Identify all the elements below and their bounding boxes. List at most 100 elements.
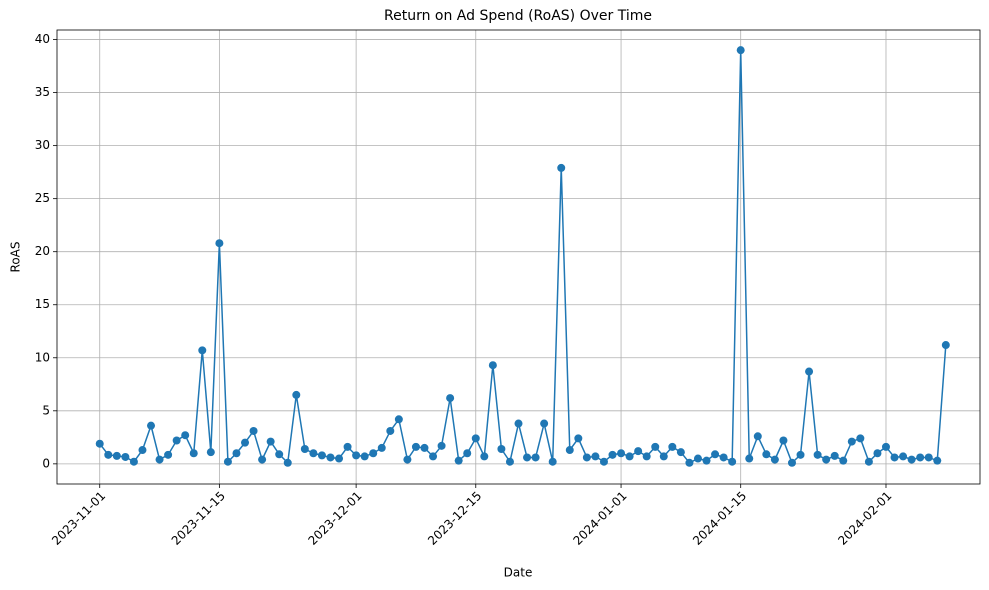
data-point (651, 442, 660, 451)
data-point (719, 453, 728, 462)
data-point (668, 442, 677, 451)
data-point (497, 444, 506, 453)
data-point (548, 457, 557, 466)
data-point (625, 452, 634, 461)
data-point (540, 419, 549, 428)
data-point (856, 434, 865, 443)
data-point (796, 450, 805, 459)
data-point (352, 451, 361, 460)
data-point (582, 453, 591, 462)
data-point (377, 443, 386, 452)
data-point (881, 442, 890, 451)
y-tick-label: 20 (35, 244, 50, 258)
data-point (941, 341, 950, 350)
data-point (411, 442, 420, 451)
data-point (121, 452, 130, 461)
data-point (258, 455, 267, 464)
data-point (403, 455, 412, 464)
x-tick-label: 2024-01-01 (570, 489, 629, 548)
plot-frame (56, 29, 981, 485)
data-point (676, 448, 685, 457)
data-point (147, 421, 156, 430)
x-tick-label: 2023-12-01 (305, 489, 364, 548)
data-point (591, 452, 600, 461)
data-point (215, 239, 224, 248)
data-point (420, 443, 429, 452)
data-point (839, 456, 848, 465)
y-tick-label: 40 (35, 32, 50, 46)
y-tick-label: 35 (35, 85, 50, 99)
data-point (599, 457, 608, 466)
data-point (813, 450, 822, 459)
data-point (172, 436, 181, 445)
x-tick-label: 2023-11-15 (169, 489, 228, 548)
y-tick-label: 15 (35, 297, 50, 311)
y-tick-label: 25 (35, 191, 50, 205)
data-point (531, 453, 540, 462)
data-point (523, 453, 532, 462)
data-line (99, 50, 947, 465)
data-point (249, 426, 258, 435)
data-point (129, 457, 138, 466)
data-point (275, 450, 284, 459)
data-point (112, 451, 121, 460)
data-point (309, 449, 318, 458)
data-point (608, 450, 617, 459)
data-point (480, 452, 489, 461)
data-point (292, 390, 301, 399)
data-point (360, 452, 369, 461)
data-point (241, 438, 250, 447)
data-point (890, 453, 899, 462)
data-point (155, 455, 164, 464)
data-point (753, 432, 762, 441)
x-tick-label: 2024-01-15 (690, 489, 749, 548)
data-point (693, 454, 702, 463)
x-tick-label: 2023-12-15 (425, 489, 484, 548)
data-point (728, 457, 737, 466)
x-tick-label: 2023-11-01 (49, 489, 108, 548)
y-axis-label: RoAS (9, 242, 23, 273)
data-point (864, 457, 873, 466)
data-point (745, 454, 754, 463)
data-point (429, 452, 438, 461)
data-point (847, 437, 856, 446)
data-point (437, 441, 446, 450)
data-point (659, 452, 668, 461)
data-point (505, 457, 514, 466)
data-point (830, 451, 839, 460)
data-point (770, 455, 779, 464)
data-point (488, 361, 497, 370)
data-point (283, 458, 292, 467)
data-point (557, 163, 566, 172)
data-point (454, 456, 463, 465)
data-point (326, 453, 335, 462)
y-tick-label: 5 (42, 403, 50, 417)
data-point (223, 457, 232, 466)
data-point (617, 449, 626, 458)
data-point (805, 367, 814, 376)
y-tick-label: 10 (35, 350, 50, 364)
data-point (574, 434, 583, 443)
data-point (933, 456, 942, 465)
data-point (873, 449, 882, 458)
data-point (779, 436, 788, 445)
data-point (711, 450, 720, 459)
data-point (104, 450, 113, 459)
data-point (471, 434, 480, 443)
data-point (924, 453, 933, 462)
x-axis-label: Date (504, 566, 533, 580)
data-point (899, 452, 908, 461)
data-point (181, 431, 190, 440)
data-point (266, 437, 275, 446)
data-point (198, 346, 207, 355)
data-point (232, 449, 241, 458)
data-point (394, 415, 403, 424)
data-point (787, 458, 796, 467)
data-point (634, 447, 643, 456)
data-point (95, 439, 104, 448)
data-point (300, 444, 309, 453)
data-point (565, 446, 574, 455)
data-point (138, 446, 147, 455)
data-point (514, 419, 523, 428)
